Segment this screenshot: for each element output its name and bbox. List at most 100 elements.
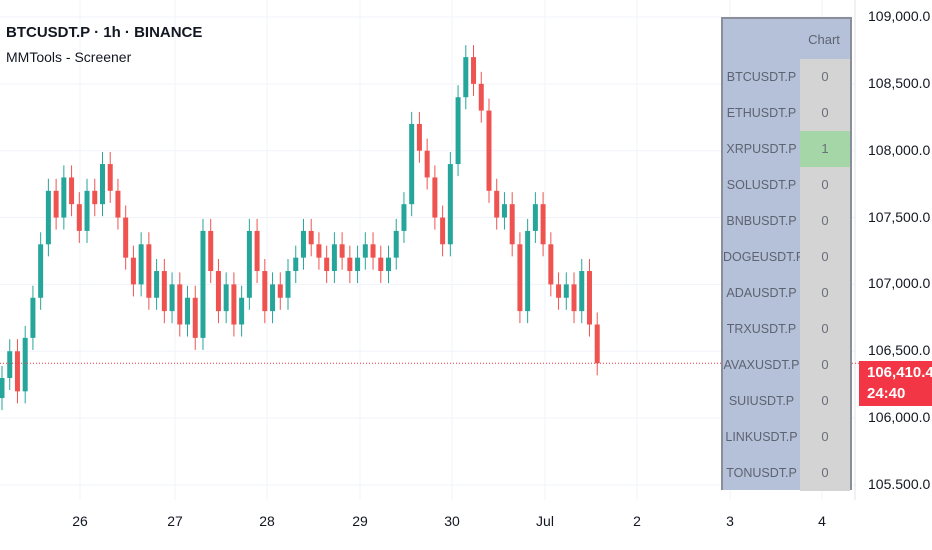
candle-body [223,284,229,312]
y-tick-label: 107,000.0 [868,275,931,292]
table-row: ETHUSDT.P 0 [723,95,850,131]
candle-body [409,123,415,205]
indicator-label[interactable]: MMTools - Screener [6,49,132,65]
candle-body [200,230,206,338]
candle-body [84,190,90,231]
x-tick-label: 29 [352,513,368,529]
candle-body [246,230,252,298]
x-tick-label: 26 [72,513,88,529]
candle-body [370,244,376,258]
candle-body [99,164,105,205]
candle-body [517,244,523,312]
candle-body [30,297,36,338]
current-price-badge: 106,410.4 24:40 [859,361,932,406]
row-symbol: TONUSDT.P [726,466,797,480]
row-symbol: ETHUSDT.P [726,106,797,120]
table-row: BNBUSDT.P 0 [723,203,850,239]
candle-body [215,271,221,312]
candle-body [455,97,461,165]
candle-body [308,230,314,245]
candle-body [347,257,353,272]
candle-body [440,217,446,245]
table-row: TRXUSDT.P 0 [723,311,850,347]
row-value: 0 [800,167,850,203]
candle-body [424,150,430,178]
candle-body [22,337,28,392]
row-symbol: TRXUSDT.P [726,322,797,336]
candle-body [509,204,515,245]
table-row: BTCUSDT.P 0 [723,59,850,95]
candle-body [208,230,214,272]
y-tick-label: 107,500.0 [868,208,931,225]
candle-body [161,271,167,312]
current-price: 106,410.4 [867,364,932,381]
table-row: XRPUSDT.P 1 [723,131,850,167]
candle-body [355,257,361,272]
candle-body [471,57,477,84]
y-tick-label: 108,000.0 [868,141,931,158]
candle-body [76,204,82,231]
table-row: DOGEUSDT.P 0 [723,239,850,275]
x-tick-label: 27 [167,513,183,529]
column-header-chart: Chart [808,32,840,47]
row-symbol: BTCUSDT.P [726,70,797,84]
candle-body [293,257,299,272]
candle-body [130,257,136,285]
y-tick-label: 108,500.0 [868,74,931,91]
symbol-title[interactable]: BTCUSDT.P · 1h · BINANCE [6,24,203,41]
candle-body [239,297,245,325]
candle-body [486,110,492,191]
candle-body [61,177,67,218]
candle-body [339,244,345,258]
screener-table: Chart BTCUSDT.P 0 ETHUSDT.P 0 XRPUSDT.P 1 SOLU… [721,17,852,491]
candle-body [169,284,175,312]
candle-body [277,284,283,298]
row-value: 0 [800,347,850,383]
candle-body [362,244,368,258]
bar-countdown: 24:40 [867,385,906,402]
candle-body [115,190,121,218]
row-value: 0 [800,203,850,239]
candle-body [38,244,44,298]
row-value: 0 [800,455,850,491]
candle-body [501,204,507,218]
candle-body [154,271,160,298]
row-value: 0 [800,311,850,347]
row-value: 0 [800,419,850,455]
table-row: TONUSDT.P 0 [723,455,850,491]
candle-body [463,57,469,98]
y-tick-label: 105.500.0 [868,475,931,492]
table-header: Chart [723,19,850,59]
candle-body [285,271,291,298]
candle-body [300,230,306,258]
table-row: AVAXUSDT.P 0 [723,347,850,383]
candle-body [478,83,484,111]
candle-body [45,190,51,245]
candle-body [378,257,384,272]
candle-body [447,164,453,245]
y-tick-label: 106,500.0 [868,342,931,359]
candle-body [525,230,531,312]
candle-body [556,284,562,298]
table-row: LINKUSDT.P 0 [723,419,850,455]
row-symbol: AVAXUSDT.P [723,358,800,372]
candle-body [594,324,600,364]
candle-body [586,271,592,325]
x-tick-label: 3 [726,513,734,529]
table-row: SOLUSDT.P 0 [723,167,850,203]
candle-body [192,297,198,338]
row-value: 0 [800,95,850,131]
candle-body [262,271,268,312]
candle-body [254,230,260,272]
row-value: 1 [800,131,850,167]
candle-body [401,204,407,231]
row-symbol: ADAUSDT.P [726,286,797,300]
table-row: SUIUSDT.P 0 [723,383,850,419]
candle-body [571,284,577,312]
row-symbol: SUIUSDT.P [728,394,795,408]
candle-body [123,217,129,258]
y-tick-label: 109,000.0 [868,8,931,24]
candle-body [494,190,500,218]
candle-body [270,284,276,312]
